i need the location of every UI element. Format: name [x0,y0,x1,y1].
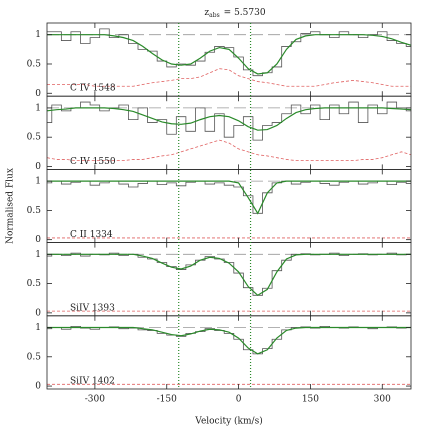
x-tick-label: -150 [157,395,177,405]
data-steps [47,28,411,77]
y-tick-label: 0.5 [27,279,42,289]
data-steps [47,180,411,214]
y-tick-label: 0 [35,308,41,318]
model-line [47,34,411,75]
error-line [47,139,411,162]
model-line [47,107,411,131]
model-line [47,180,411,215]
title-symbol: z [204,8,209,18]
y-tick-label: 0 [35,235,41,245]
x-tick-label: 150 [302,395,319,405]
panel-label: SiIV 1393 [70,303,115,313]
y-tick-label: 0.5 [27,206,42,216]
panel-label: C IV 1548 [70,84,116,94]
panel [47,101,411,162]
data-steps [47,252,411,296]
y-tick-label: 0 [35,89,41,99]
y-tick-label: 0 [35,382,41,392]
panel-label: C IV 1550 [70,157,116,167]
chart-title: zabs = 5.5730 [204,8,265,19]
y-axis-label: Normalised Flux [6,168,16,244]
panel-label: SiIV 1402 [70,377,115,387]
x-tick-label: 300 [374,395,391,405]
y-tick-label: 0.5 [27,133,42,143]
x-tick-label: -300 [85,395,105,405]
y-tick-label: 0.5 [27,352,42,362]
panel [47,252,411,312]
x-axis-label: Velocity (km/s) [194,416,262,427]
model-line [47,326,411,355]
y-tick-label: 1 [35,103,41,113]
panel-frame [46,315,412,390]
title-subscript: abs [209,12,220,19]
panel-label: C II 1334 [70,230,113,240]
panel [47,325,411,385]
data-steps [47,325,411,355]
panel [47,180,411,239]
title-value: = 5.5730 [224,8,266,18]
y-tick-label: 0 [35,162,41,172]
y-tick-label: 1 [35,323,41,333]
y-tick-label: 1 [35,177,41,187]
y-tick-label: 1 [35,30,41,40]
y-tick-label: 1 [35,250,41,260]
error-line [47,68,411,87]
panel [47,28,411,87]
data-steps [47,101,411,141]
y-tick-label: 0.5 [27,59,42,69]
x-tick-label: 0 [236,395,242,405]
model-line [47,253,411,297]
